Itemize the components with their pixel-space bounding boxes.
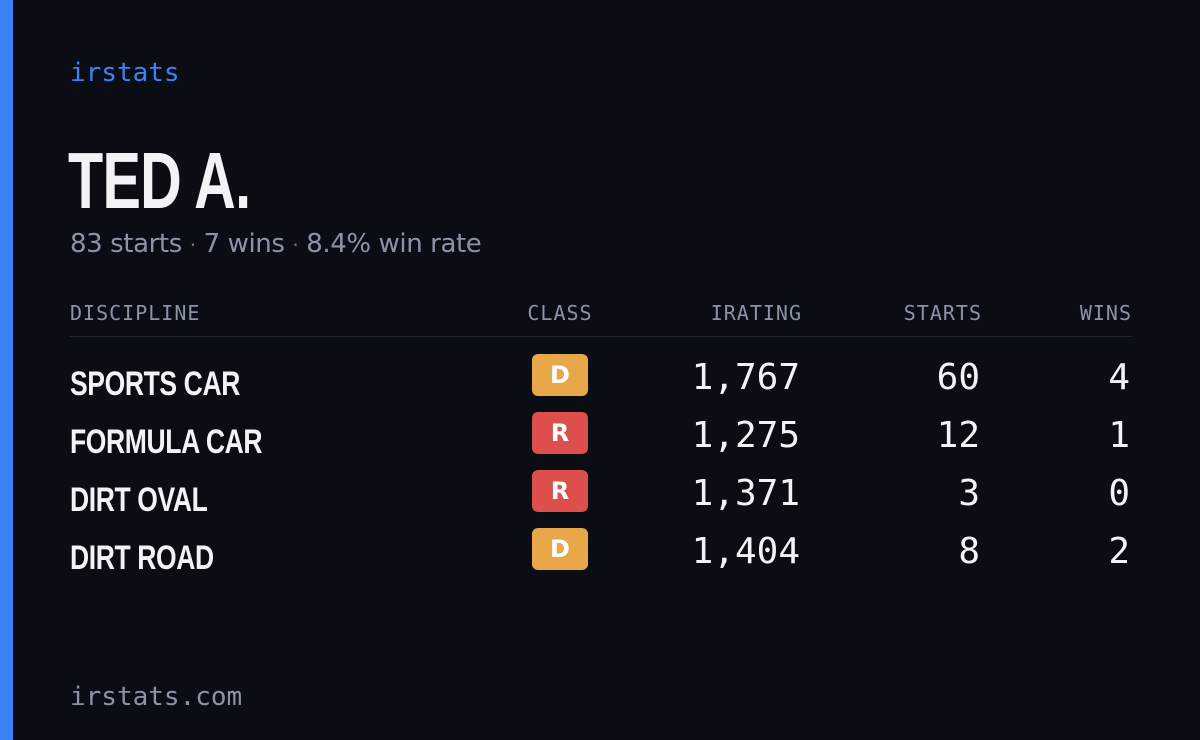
- table-header: DISCIPLINE CLASS IRATING STARTS WINS: [70, 300, 1132, 337]
- table-row: FORMULA CAR R 1,275 12 1: [70, 408, 1132, 466]
- discipline-name: SPORTS CAR: [70, 365, 240, 403]
- class-badge: D: [532, 354, 588, 396]
- discipline-name: FORMULA CAR: [70, 423, 263, 461]
- starts-value: 8: [958, 531, 980, 572]
- class-badge: R: [532, 470, 588, 512]
- footer-domain: irstats.com: [70, 682, 243, 712]
- table-row: DIRT OVAL R 1,371 3 0: [70, 466, 1132, 524]
- brand-logo: irstats: [70, 58, 180, 88]
- starts-value: 60: [936, 357, 980, 398]
- table-row: SPORTS CAR D 1,767 60 4: [70, 350, 1132, 408]
- summary-wins: 7 wins: [203, 229, 285, 259]
- wins-value: 0: [1108, 473, 1130, 514]
- table-row: DIRT ROAD D 1,404 8 2: [70, 524, 1132, 582]
- class-badge: R: [532, 412, 588, 454]
- wins-value: 1: [1108, 415, 1130, 456]
- discipline-name: DIRT ROAD: [70, 539, 214, 577]
- irating-value: 1,371: [691, 473, 800, 514]
- irating-value: 1,404: [691, 531, 800, 572]
- summary-separator: ·: [292, 233, 299, 257]
- wins-value: 4: [1108, 357, 1130, 398]
- driver-name: TED A.: [68, 136, 251, 225]
- wins-value: 2: [1108, 531, 1130, 572]
- summary-starts: 83 starts: [70, 229, 182, 259]
- header-class: CLASS: [527, 301, 593, 325]
- header-wins: WINS: [1079, 301, 1132, 325]
- discipline-table: SPORTS CAR D 1,767 60 4 FORMULA CAR R 1,…: [70, 350, 1132, 582]
- starts-value: 12: [936, 415, 980, 456]
- accent-bar: [0, 0, 13, 740]
- header-irating: IRATING: [710, 301, 802, 325]
- header-starts: STARTS: [903, 301, 982, 325]
- discipline-name: DIRT OVAL: [70, 481, 208, 519]
- irating-value: 1,767: [691, 357, 800, 398]
- class-badge: D: [532, 528, 588, 570]
- irating-value: 1,275: [691, 415, 800, 456]
- starts-value: 3: [958, 473, 980, 514]
- summary-separator: ·: [189, 233, 196, 257]
- summary-win-rate: 8.4% win rate: [306, 229, 482, 259]
- header-discipline: DISCIPLINE: [70, 301, 201, 325]
- stats-summary: 83 starts · 7 wins · 8.4% win rate: [70, 226, 482, 263]
